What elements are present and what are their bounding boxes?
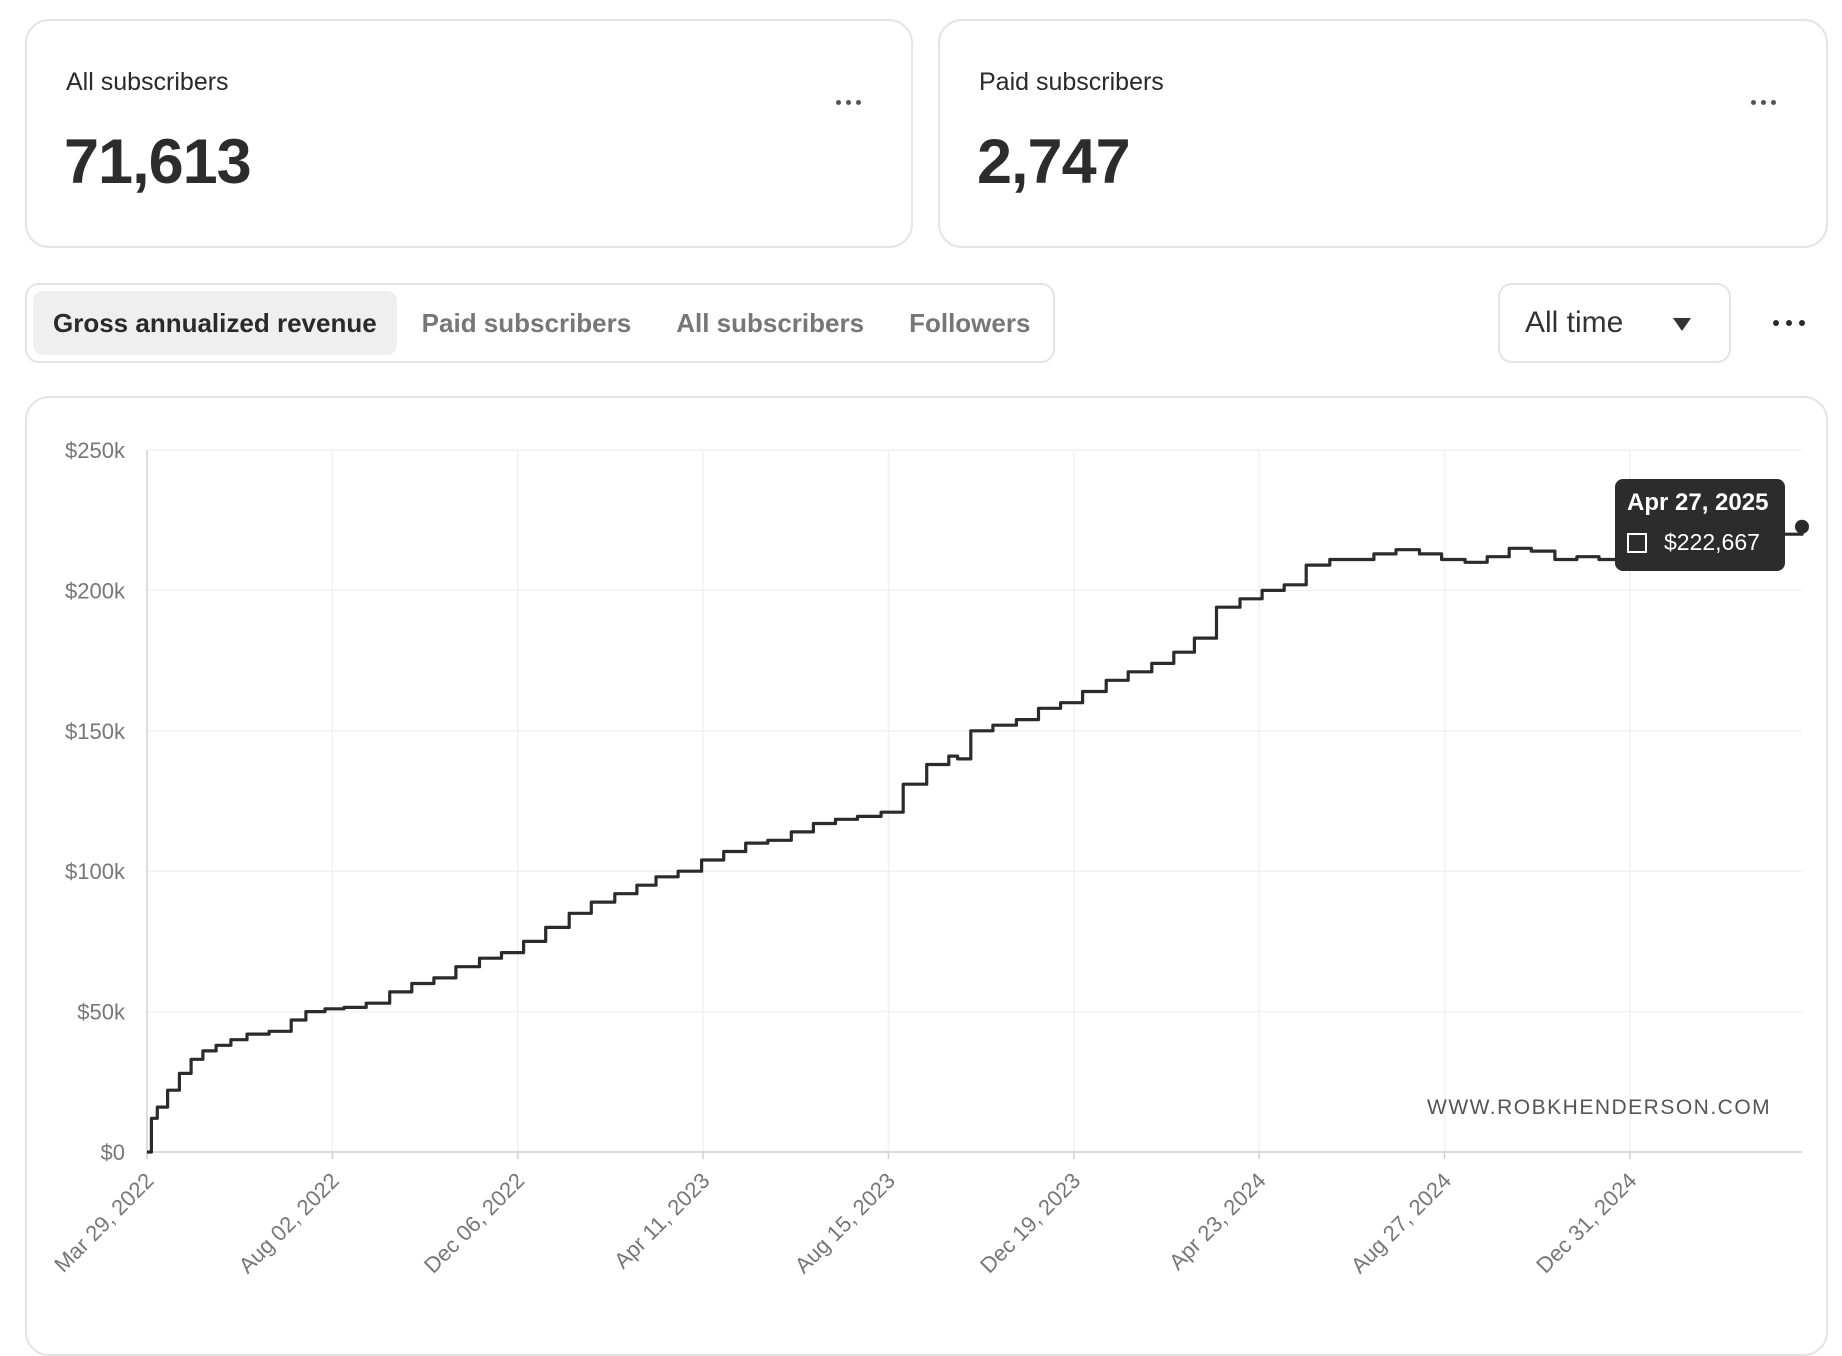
chart-tooltip: Apr 27, 2025 $222,667: [1615, 479, 1785, 571]
tab-gross-annualized-revenue[interactable]: Gross annualized revenue: [33, 291, 397, 355]
y-tick-label: $250k: [65, 438, 126, 463]
revenue-line-chart[interactable]: $0 $50k $100k $150k $200k $250k Mar 29, 2022 Au…: [27, 398, 1828, 1356]
more-horizontal-icon[interactable]: [1751, 100, 1776, 105]
tab-followers[interactable]: Followers: [909, 307, 1031, 338]
hover-point: [1795, 519, 1809, 534]
y-tick-label: $50k: [77, 1000, 126, 1025]
card-label: Paid subscribers: [979, 68, 1164, 96]
x-tick-label: Aug 15, 2023: [790, 1168, 900, 1278]
x-tick-label: Aug 02, 2022: [234, 1168, 344, 1278]
revenue-chart: $0 $50k $100k $150k $200k $250k Mar 29, 2022 Au…: [25, 396, 1828, 1356]
caret-down-icon: [1673, 318, 1691, 331]
y-tick-label: $200k: [65, 578, 126, 603]
y-tick-label: $0: [101, 1140, 125, 1165]
tooltip-value: $222,667: [1664, 529, 1760, 555]
x-tick-label: Dec 06, 2022: [419, 1168, 529, 1278]
tab-paid-subscribers[interactable]: Paid subscribers: [421, 307, 632, 338]
x-tick-label: Mar 29, 2022: [49, 1168, 158, 1277]
x-tick-label: Apr 23, 2024: [1164, 1168, 1271, 1275]
more-horizontal-icon[interactable]: [1773, 320, 1805, 326]
time-range-select[interactable]: All time: [1498, 283, 1731, 363]
revenue-series-line: [147, 526, 1804, 1154]
metric-tabs: Gross annualized revenue Paid subscriber…: [25, 283, 1055, 363]
card-label: All subscribers: [66, 68, 229, 96]
y-tick-label: $150k: [65, 719, 126, 744]
x-tick-label: Dec 19, 2023: [975, 1168, 1085, 1278]
card-value: 2,747: [977, 127, 1131, 197]
tooltip-date: Apr 27, 2025: [1627, 489, 1769, 516]
tooltip-swatch: [1627, 533, 1647, 553]
card-value: 71,613: [64, 127, 252, 197]
tab-all-subscribers[interactable]: All subscribers: [676, 307, 865, 338]
time-range-value: All time: [1525, 306, 1624, 339]
x-tick-label: Aug 27, 2024: [1346, 1168, 1456, 1278]
x-tick-label: Apr 11, 2023: [609, 1168, 715, 1274]
more-horizontal-icon[interactable]: [836, 100, 861, 105]
x-tick-label: Dec 31, 2024: [1531, 1168, 1641, 1278]
all-subscribers-card: All subscribers 71,613: [25, 19, 913, 248]
y-tick-label: $100k: [65, 859, 126, 884]
paid-subscribers-card: Paid subscribers 2,747: [938, 19, 1828, 248]
watermark: WWW.ROBKHENDERSON.COM: [1427, 1096, 1772, 1119]
